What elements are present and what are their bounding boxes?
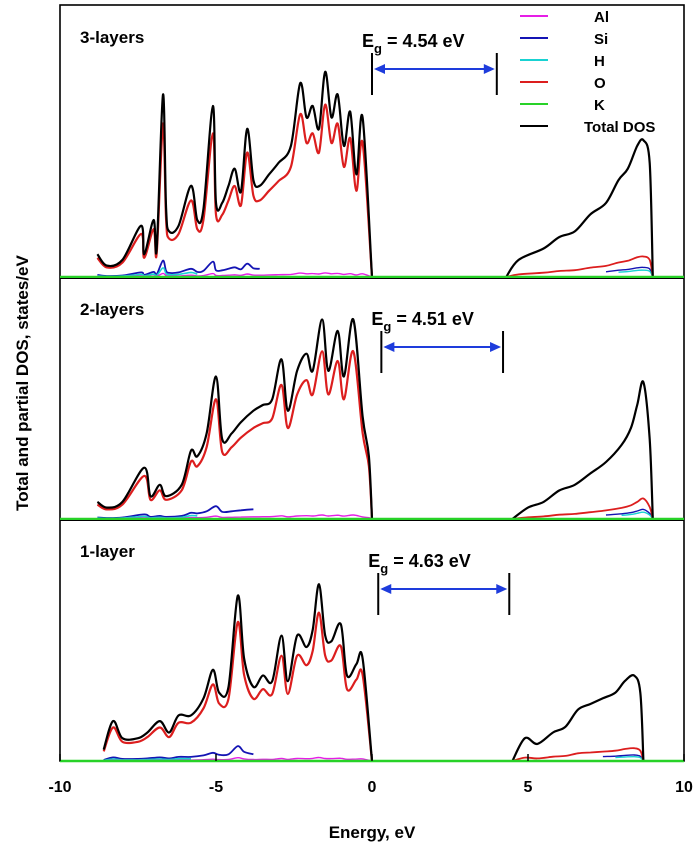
total-dos-conduction-line xyxy=(505,138,654,278)
h-conduction-line xyxy=(615,755,644,762)
legend-label: Total DOS xyxy=(584,119,655,136)
total-dos-conduction-line xyxy=(511,673,645,762)
x-tick-label: -5 xyxy=(209,779,223,796)
panel-2: 2-layers Eg = 4.51 eV xyxy=(60,300,684,521)
y-axis-label: Total and partial DOS, states/eV xyxy=(13,254,32,510)
legend: Al Si HOK Total DOS xyxy=(520,9,655,136)
legend-label: O xyxy=(594,75,606,92)
x-tick-label: 10 xyxy=(675,779,693,796)
band-gap-label: Eg = 4.51 eV xyxy=(371,309,474,334)
total-dos-valence-line xyxy=(102,583,374,762)
si-valence-line xyxy=(97,505,254,519)
x-tick-label: -10 xyxy=(48,779,71,796)
o-conduction-line xyxy=(512,747,645,762)
o-valence-line xyxy=(96,103,374,278)
gap-arrowhead-right xyxy=(483,64,495,74)
legend-label: Si xyxy=(594,31,608,48)
total-dos-valence-line xyxy=(96,318,374,520)
legend-label: Al xyxy=(594,9,609,26)
h-valence-line xyxy=(103,757,192,762)
o-conduction-line xyxy=(506,255,654,278)
band-gap-label: Eg = 4.63 eV xyxy=(368,551,471,576)
panel-label: 1-layer xyxy=(80,542,135,561)
x-tick-label: 5 xyxy=(524,779,533,796)
legend-label: K xyxy=(594,97,605,114)
gap-arrowhead-right xyxy=(496,584,508,594)
legend-label: H xyxy=(594,53,605,70)
total-dos-valence-line xyxy=(96,70,374,278)
si-conduction-line xyxy=(605,266,654,278)
x-axis-label: Energy, eV xyxy=(329,823,416,842)
si-valence-line xyxy=(103,745,254,761)
gap-arrowhead-right xyxy=(490,342,502,352)
panels-layer: 3-layers Eg = 4.54 eV 2-layers Eg = 4.51 eV… xyxy=(60,28,684,763)
panel-1: 3-layers Eg = 4.54 eV xyxy=(60,28,684,279)
x-axis-ticks: -10 -5 0 5 10 xyxy=(48,754,693,796)
gap-arrowhead-left xyxy=(380,584,392,594)
gap-arrowhead-left xyxy=(383,342,395,352)
panel-label: 2-layers xyxy=(80,300,144,319)
gap-arrowhead-left xyxy=(374,64,385,74)
band-gap-label: Eg = 4.54 eV xyxy=(362,31,465,56)
si-conduction-line xyxy=(605,508,654,520)
total-dos-conduction-line xyxy=(511,380,654,520)
o-valence-line xyxy=(102,611,374,762)
si-conduction-line xyxy=(602,754,645,762)
o-conduction-line xyxy=(512,497,654,520)
x-tick-label: 0 xyxy=(368,779,377,796)
panel-label: 3-layers xyxy=(80,28,144,47)
panel-3: 1-layer Eg = 4.63 eV xyxy=(60,542,684,763)
h-conduction-line xyxy=(621,511,654,520)
o-valence-line xyxy=(96,350,374,520)
h-conduction-line xyxy=(618,269,654,278)
